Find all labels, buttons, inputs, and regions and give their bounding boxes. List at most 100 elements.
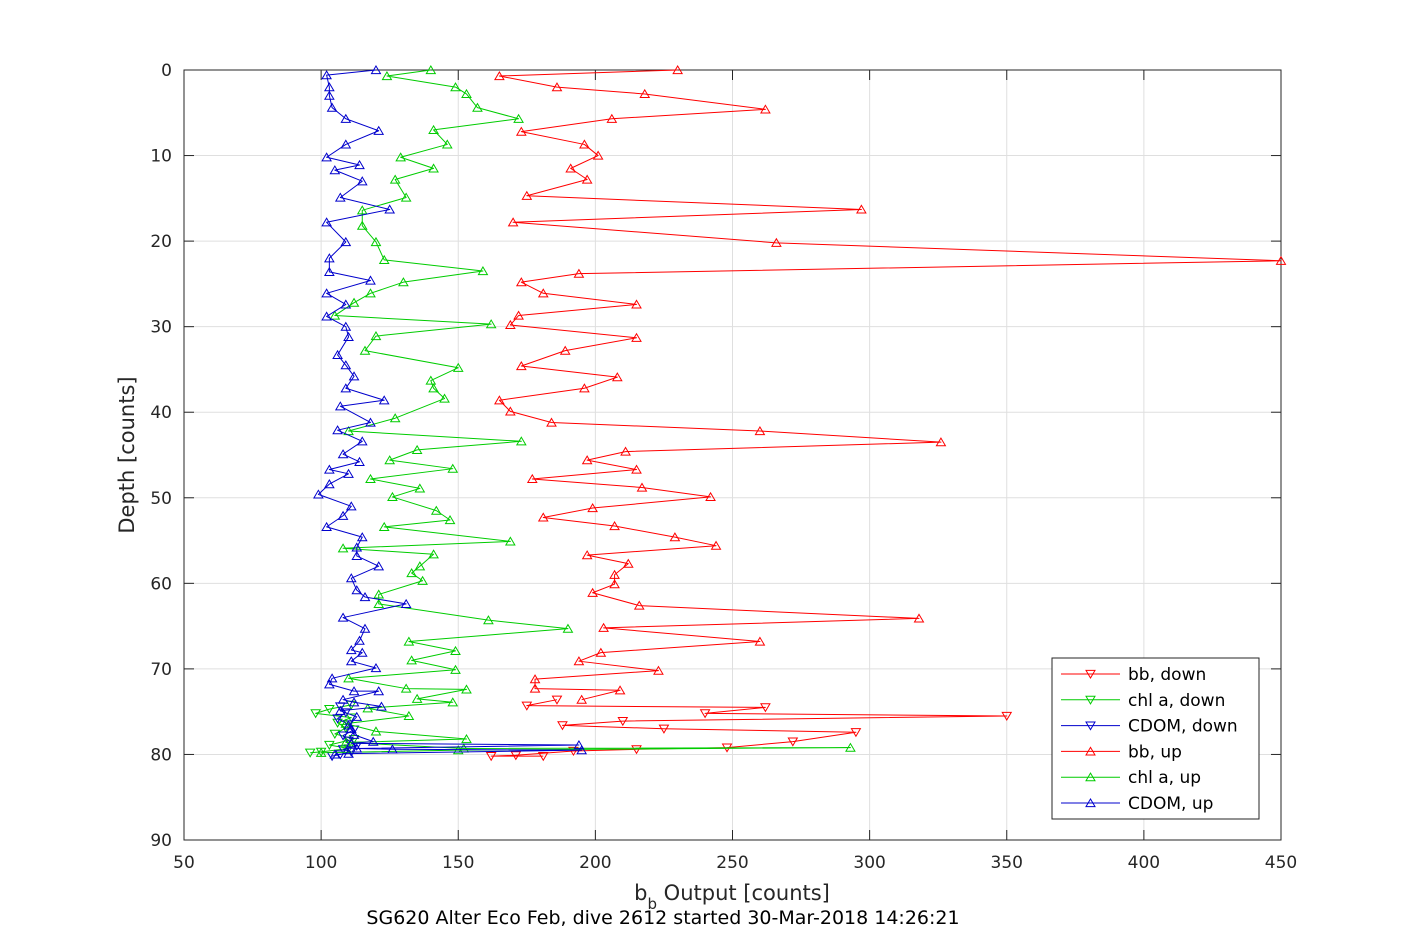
data-point-bb-up [546, 417, 557, 427]
data-point-chl-a-up [439, 393, 450, 403]
data-point-chl-a-up [414, 561, 426, 571]
data-point-cdom-up [351, 550, 363, 561]
data-point-bb-up [771, 237, 782, 247]
series-bb-down [485, 695, 1013, 762]
data-point-chl-a-up [400, 192, 412, 202]
data-point-bb-down [631, 745, 642, 755]
data-point-chl-a-up [403, 636, 415, 646]
x-tick-label: 250 [716, 853, 748, 873]
data-point-bb-down [699, 709, 711, 719]
series-line-bb-down [490, 699, 1008, 757]
data-point-bb-up [614, 685, 626, 695]
data-point-cdom-up [373, 125, 385, 135]
data-point-cdom-up [373, 561, 385, 571]
data-point-bb-down [485, 752, 497, 762]
data-point-cdom-up [329, 749, 341, 759]
data-point-chl-a-up [414, 483, 426, 493]
data-point-cdom-up [373, 686, 385, 696]
data-point-chl-a-up [370, 331, 382, 341]
data-point-bb-up [754, 426, 766, 436]
data-point-bb-down [521, 701, 533, 711]
data-point-bb-up [579, 139, 590, 149]
data-point-bb-up [526, 473, 538, 484]
data-point-chl-a-up [483, 615, 494, 625]
series-chl-a-up [315, 64, 856, 757]
y-tick-label: 60 [150, 574, 172, 594]
data-point-chl-a-up [485, 319, 497, 329]
legend-item: CDOM, up [1061, 794, 1213, 814]
data-point-bb-up [581, 455, 593, 465]
data-point-chl-a-up [515, 436, 527, 446]
data-point-cdom-up [345, 723, 357, 733]
data-point-cdom-up [348, 697, 360, 707]
data-point-chl-a-up [450, 664, 461, 674]
data-point-cdom-up [321, 70, 332, 80]
tick-marks [183, 69, 1282, 841]
data-point-bb-up [579, 383, 590, 393]
data-point-cdom-up [340, 236, 352, 247]
data-point-bb-up [529, 674, 541, 684]
data-point-cdom-up [378, 395, 390, 405]
legend-label: chl a, down [1128, 691, 1225, 711]
data-point-bb-up [631, 332, 642, 342]
x-tick-label: 350 [991, 853, 1023, 873]
data-point-chl-a-up [461, 684, 472, 694]
data-point-bb-up [1275, 255, 1287, 265]
data-point-bb-up [606, 113, 618, 123]
data-point-chl-a-up [406, 568, 418, 578]
x-axis-label-subscript: b [647, 895, 657, 913]
data-point-bb-up [598, 622, 609, 632]
data-point-bb-up [529, 683, 541, 693]
data-point-cdom-up [365, 417, 376, 427]
data-point-cdom-up [321, 521, 332, 531]
data-point-chl-a-up [428, 383, 439, 393]
data-point-cdom-up [337, 694, 349, 704]
data-point-bb-up [494, 395, 505, 405]
legend-item: chl a, down [1061, 691, 1225, 711]
data-point-bb-up [551, 82, 563, 92]
data-point-cdom-up [345, 738, 357, 748]
data-point-bb-up [611, 372, 623, 382]
data-point-chl-a-up [504, 536, 516, 546]
data-point-bb-up [515, 277, 527, 287]
data-point-chl-a-up [430, 505, 442, 515]
data-point-bb-up [609, 520, 620, 531]
x-tick-label: 300 [853, 853, 885, 873]
data-point-chl-a-up [450, 82, 461, 92]
data-point-cdom-up [351, 711, 363, 721]
data-point-bb-down [658, 724, 670, 734]
data-point-cdom-up [321, 311, 332, 321]
data-point-bb-down [1001, 711, 1013, 721]
data-point-cdom-up [337, 510, 349, 520]
legend-label: CDOM, down [1128, 717, 1238, 737]
data-point-bb-down [850, 728, 862, 738]
data-point-bb-up [913, 613, 925, 623]
data-point-chl-a-up [359, 345, 371, 355]
data-point-cdom-up [354, 159, 365, 170]
data-point-cdom-up [348, 371, 360, 381]
x-axis-label: bb Output [counts] [634, 881, 830, 913]
data-point-cdom-up [313, 489, 324, 499]
data-point-cdom-up [345, 501, 357, 511]
data-point-cdom-up [334, 192, 346, 202]
data-point-bb-up [515, 126, 527, 136]
y-tick-label: 10 [150, 147, 172, 167]
x-axis-label-main: b [634, 881, 647, 905]
y-tick-label: 40 [150, 403, 172, 423]
data-point-cdom-up [323, 90, 335, 100]
data-point-cdom-up [321, 288, 332, 298]
data-point-chl-a-down [329, 729, 341, 739]
data-point-cdom-up [340, 321, 352, 331]
data-point-bb-up [631, 299, 642, 309]
data-point-cdom-up [351, 743, 363, 753]
x-tick-label: 50 [173, 853, 195, 873]
data-point-cdom-up [323, 479, 335, 489]
data-point-bb-up [609, 569, 620, 579]
data-point-cdom-up [359, 623, 371, 633]
data-point-cdom-up [321, 217, 332, 227]
data-point-chl-a-down [323, 705, 335, 715]
data-point-cdom-up [356, 647, 368, 657]
data-point-cdom-up [337, 612, 349, 622]
legend-item: chl a, up [1061, 768, 1201, 788]
